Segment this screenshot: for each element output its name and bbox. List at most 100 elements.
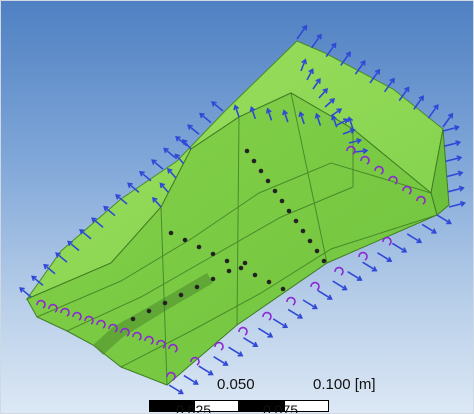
constraint-marker (226, 268, 232, 274)
force-arrow (445, 155, 463, 163)
constraint-marker (244, 148, 250, 154)
scale-segment-4 (284, 400, 329, 412)
force-arrow (243, 337, 259, 348)
constraint-marker (258, 168, 264, 174)
force-arrow (183, 374, 199, 385)
moment-marker (360, 155, 370, 165)
moment-marker (144, 335, 154, 345)
scale-bar (149, 400, 389, 412)
moment-marker (358, 251, 368, 261)
constraint-marker (238, 265, 244, 271)
force-arrow (354, 147, 369, 155)
force-arrow (233, 104, 240, 118)
scale-label-050: 0.050 (217, 376, 255, 393)
force-arrow (342, 128, 356, 135)
constraint-marker (194, 284, 200, 290)
moment-marker (334, 266, 344, 276)
force-arrow (249, 105, 257, 119)
moment-marker (120, 327, 130, 337)
force-arrow (347, 270, 363, 281)
force-arrow (354, 59, 366, 75)
mesh-body[interactable] (25, 40, 450, 386)
moment-marker (262, 311, 272, 321)
moment-marker (238, 326, 248, 336)
force-arrow (448, 200, 466, 208)
force-arrow (163, 147, 176, 159)
constraint-markers (130, 148, 327, 322)
moment-markers (36, 145, 426, 381)
constraint-marker (307, 238, 313, 244)
constraint-marker (266, 279, 272, 285)
force-arrow (199, 112, 212, 124)
moment-marker (84, 315, 94, 325)
force-arrow (213, 355, 229, 366)
force-arrow (444, 140, 462, 147)
constraint-marker (279, 198, 285, 204)
force-arrow (159, 182, 170, 194)
constraint-marker (224, 258, 230, 264)
force-arrow (312, 77, 321, 90)
moment-marker (286, 296, 296, 306)
constraint-marker (251, 158, 257, 164)
constraint-marker (210, 276, 216, 282)
constraint-marker (300, 228, 306, 234)
constraint-marker (162, 300, 168, 306)
force-arrow (442, 124, 460, 132)
force-arrow (151, 159, 164, 170)
mesh-edges (36, 92, 438, 386)
force-arrows (19, 24, 466, 395)
constraint-marker (286, 208, 292, 214)
force-arrow (330, 108, 343, 117)
force-arrow (318, 87, 329, 99)
scale-segment-1 (149, 400, 194, 412)
force-arrow (152, 196, 162, 208)
constraint-marker (321, 258, 327, 264)
moment-marker (108, 323, 118, 333)
force-arrow (79, 228, 92, 240)
moment-marker (346, 145, 356, 155)
moment-marker (382, 236, 392, 246)
force-arrow (19, 287, 32, 298)
force-arrow (436, 214, 452, 225)
force-arrow (406, 233, 423, 244)
moment-marker (60, 307, 70, 317)
force-arrow (167, 167, 177, 179)
force-arrow (317, 289, 333, 300)
constraint-marker (252, 272, 258, 278)
force-arrow (347, 116, 354, 130)
force-arrow (168, 384, 184, 395)
moment-marker (416, 195, 426, 205)
force-arrow (331, 114, 338, 128)
constraint-marker (130, 316, 136, 322)
constraint-marker (265, 178, 271, 184)
moment-marker (72, 311, 82, 321)
constraint-marker (272, 188, 278, 194)
force-arrow (314, 112, 322, 126)
scale-label-075: 0.075 (263, 402, 299, 414)
force-arrow (332, 280, 348, 291)
force-arrow (324, 98, 336, 108)
force-arrow (272, 318, 289, 329)
moment-marker (374, 165, 384, 175)
force-arrow (127, 182, 140, 193)
force-arrow (391, 242, 408, 253)
moment-marker (402, 185, 412, 195)
moment-marker (36, 299, 46, 309)
model-slot (93, 273, 213, 355)
moment-marker (388, 175, 398, 185)
force-arrow (325, 42, 337, 58)
force-arrow (174, 153, 185, 165)
force-arrow (348, 137, 363, 144)
force-arrow (55, 252, 68, 263)
constraint-marker (293, 218, 299, 224)
constraint-marker (146, 308, 152, 314)
force-arrow (198, 365, 214, 376)
force-arrow (442, 112, 454, 128)
force-arrow (187, 124, 200, 135)
moment-marker (190, 356, 200, 366)
moment-marker (214, 341, 224, 351)
force-arrow (369, 68, 381, 84)
force-arrow (310, 33, 322, 49)
